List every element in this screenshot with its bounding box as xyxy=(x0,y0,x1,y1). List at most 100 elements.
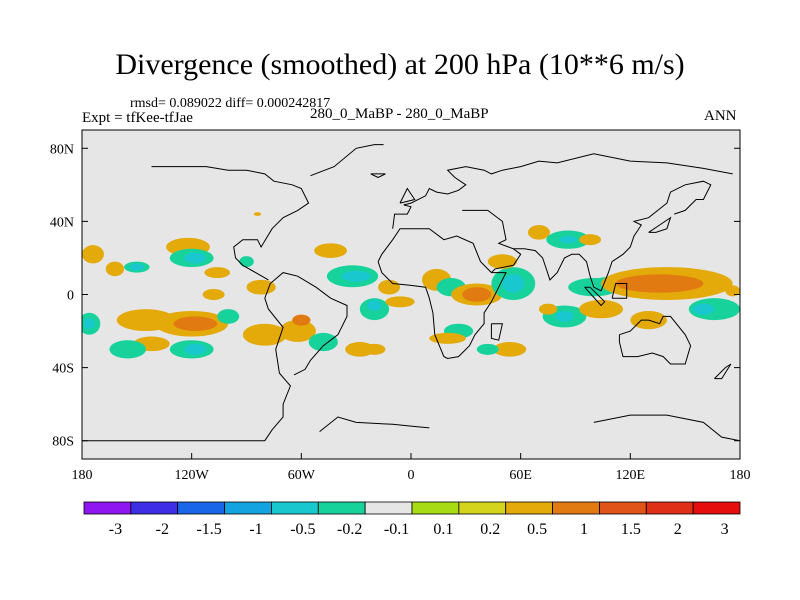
colorbar-swatch xyxy=(317,501,366,515)
colorbar-label: -1 xyxy=(249,521,262,538)
colorbar-label: 1.5 xyxy=(621,521,641,538)
coastline-segment xyxy=(377,228,507,360)
colorbar: -3 -2 -1.5 -1 -0.5 -0.2 -0.1 0.1 0.2 0.5 1 1.5 2 3 xyxy=(83,501,741,538)
season-label: ANN xyxy=(704,108,737,124)
x-axis: 180 120W 60W 0 60E 120E 180 xyxy=(72,453,751,483)
coastline-segment xyxy=(392,153,733,229)
y-tick-label: 80N xyxy=(50,142,74,157)
coastline-segment xyxy=(593,414,740,442)
x-tick-label: 180 xyxy=(72,468,93,483)
colorbar-swatch xyxy=(271,501,319,515)
coastlines xyxy=(82,144,740,442)
anomaly-patch xyxy=(105,261,125,277)
coastline-segment xyxy=(82,272,348,442)
anomaly-patch xyxy=(246,279,276,295)
colorbar-label: -3 xyxy=(109,521,122,538)
anomaly-patch xyxy=(173,316,218,332)
anomaly-patch xyxy=(253,212,262,216)
colorbar-label: 0.1 xyxy=(433,521,453,538)
anomaly-patch xyxy=(314,243,348,258)
y-axis: 80N 40N 0 40S 80S xyxy=(50,142,740,450)
colorbar-label: -0.5 xyxy=(290,521,315,538)
x-tick-label: 60W xyxy=(288,468,316,483)
anomaly-patch xyxy=(341,270,371,282)
anomaly-patch xyxy=(279,320,316,343)
coastline-segment xyxy=(618,315,692,365)
coastline-segment xyxy=(310,144,384,177)
colorbar-label: -1.5 xyxy=(196,521,221,538)
colorbar-label: -2 xyxy=(156,521,169,538)
x-tick-label: 60E xyxy=(509,468,532,483)
colorbar-swatch xyxy=(458,501,507,515)
anomaly-patch xyxy=(538,303,558,315)
y-tick-label: 80S xyxy=(52,435,74,450)
coastline-segment xyxy=(370,173,386,178)
coastline-segment xyxy=(399,187,416,204)
anomaly-patch xyxy=(555,310,574,322)
colorbar-swatch xyxy=(552,501,600,515)
anomaly-patch xyxy=(462,287,492,302)
anomaly-patch xyxy=(204,267,231,279)
anomaly-patch xyxy=(476,343,499,355)
anomaly-patch xyxy=(239,256,254,268)
anomaly-patch xyxy=(725,285,740,297)
anomaly-patch xyxy=(502,274,525,293)
anomaly-patch xyxy=(688,298,740,321)
plot-title: Divergence (smoothed) at 200 hPa (10**6 … xyxy=(115,48,685,81)
anomaly-patch xyxy=(202,289,225,300)
anomaly-patch xyxy=(385,296,415,308)
colorbar-swatch xyxy=(364,501,413,515)
coastline-segment xyxy=(648,216,672,233)
x-tick-label: 0 xyxy=(408,468,415,483)
colorbar-swatch xyxy=(83,501,132,515)
y-tick-label: 40S xyxy=(52,362,74,377)
anomaly-patch xyxy=(429,332,466,344)
experiment-label: Expt = tfKee-tfJae xyxy=(82,110,193,126)
colorbar-swatch xyxy=(411,501,460,515)
y-tick-label: 40N xyxy=(50,215,74,230)
coastline-segment xyxy=(151,166,310,281)
anomaly-patch xyxy=(292,314,311,326)
colorbar-swatch xyxy=(505,501,553,515)
anomaly-patch xyxy=(559,236,578,244)
anomaly-patch xyxy=(579,299,624,319)
stats-line: rmsd= 0.089022 diff= 0.000242817 xyxy=(130,96,331,111)
colorbar-swatch xyxy=(224,501,272,515)
anomaly-patch xyxy=(129,263,145,271)
colorbar-label: 2 xyxy=(674,521,682,538)
anomaly-patch xyxy=(367,299,382,311)
coastline-segment xyxy=(513,180,712,292)
coastline-segment xyxy=(462,209,522,273)
x-tick-label: 120E xyxy=(616,468,646,483)
y-tick-label: 0 xyxy=(67,289,74,304)
anomaly-patch xyxy=(692,303,715,315)
anomaly-patch xyxy=(308,332,338,352)
colorbar-label: 0.5 xyxy=(527,521,547,538)
coastline-segment xyxy=(584,286,606,307)
anomaly-field xyxy=(82,212,740,359)
coastline-segment xyxy=(611,283,628,299)
colorbar-label: -0.1 xyxy=(384,521,409,538)
colorbar-label: 3 xyxy=(721,521,729,538)
colorbar-label: 1 xyxy=(580,521,588,538)
coastline-segment xyxy=(490,323,504,341)
anomaly-patch xyxy=(493,342,527,357)
x-tick-label: 180 xyxy=(730,468,751,483)
colorbar-label: 0.2 xyxy=(480,521,500,538)
colorbar-swatch xyxy=(177,501,225,515)
coastline-segment xyxy=(319,416,430,432)
colorbar-swatch xyxy=(645,501,694,515)
anomaly-patch xyxy=(579,234,602,246)
anomaly-patch xyxy=(615,274,704,293)
anomaly-patch xyxy=(217,309,240,324)
colorbar-swatch xyxy=(599,501,647,515)
anomaly-patch xyxy=(487,254,518,269)
anomaly-patch xyxy=(184,252,207,264)
coastline-segment xyxy=(714,363,732,380)
anomaly-patch xyxy=(345,342,375,357)
anomaly-patch xyxy=(83,318,95,330)
colorbar-label: -0.2 xyxy=(337,521,362,538)
anomaly-patch xyxy=(378,279,401,295)
anomaly-patch xyxy=(527,225,550,240)
